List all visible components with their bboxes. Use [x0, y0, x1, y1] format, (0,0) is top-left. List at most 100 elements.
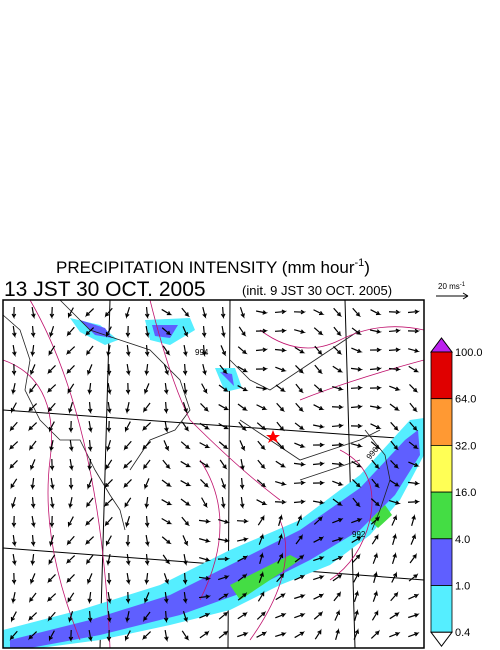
wind-vector — [240, 458, 245, 471]
wind-vector — [86, 573, 93, 585]
wind-vector — [294, 612, 306, 619]
contour-label: 994 — [195, 348, 209, 357]
wind-vector — [50, 477, 55, 490]
wind-vector — [47, 402, 56, 413]
wind-vector — [125, 610, 130, 624]
wind-vector — [106, 344, 111, 358]
wind-vector — [125, 382, 131, 396]
title-superscript: -1 — [355, 257, 365, 269]
wind-vector — [105, 535, 112, 547]
wind-vector — [30, 325, 36, 339]
wind-vector — [161, 308, 173, 316]
wind-vector — [256, 479, 267, 488]
wind-vector — [68, 420, 74, 434]
location-star — [266, 430, 280, 443]
wind-vector — [180, 441, 191, 450]
colorbar-segment — [430, 538, 453, 586]
wind-vector — [332, 498, 344, 506]
wind-vector — [257, 590, 265, 602]
wind-vector — [313, 515, 323, 525]
wind-vector — [411, 513, 416, 526]
wind-vector — [107, 401, 112, 415]
wind-vector — [87, 591, 93, 605]
wind-vector — [407, 499, 421, 505]
wind-vector — [28, 631, 38, 641]
wind-vector — [313, 575, 325, 581]
wind-vector — [218, 575, 230, 581]
wind-vector — [332, 480, 344, 486]
wind-vector — [29, 364, 36, 376]
wind-vector — [125, 534, 131, 548]
wind-vector — [276, 421, 285, 432]
wind-vector — [86, 497, 94, 509]
wind-vector — [30, 477, 36, 491]
wind-vector — [48, 630, 55, 642]
wind-vector — [124, 630, 131, 642]
wind-vector — [47, 574, 56, 584]
wind-vector — [199, 538, 212, 543]
wind-vector — [333, 326, 342, 337]
wind-vector — [256, 631, 268, 638]
wind-vector — [144, 572, 150, 586]
colorbar-segment — [430, 398, 453, 446]
isobar — [2, 299, 425, 649]
wind-vector — [313, 536, 325, 543]
wind-vector — [312, 442, 326, 448]
wind-vector — [67, 592, 75, 604]
wind-vector — [391, 571, 398, 583]
wind-vector — [49, 535, 55, 548]
wind-vector — [294, 422, 306, 430]
wind-vector — [353, 590, 359, 602]
wind-vector — [107, 382, 112, 395]
wind-vector — [236, 518, 250, 524]
wind-vector — [11, 363, 17, 377]
wind-vector — [182, 572, 188, 586]
wind-vector — [237, 632, 249, 638]
wind-vector — [408, 348, 421, 353]
wind-vector — [239, 496, 245, 510]
wind-vector — [237, 611, 248, 620]
wind-vector — [332, 517, 344, 524]
wind-vector — [255, 366, 269, 372]
wind-vector — [352, 307, 362, 317]
wind-vector — [11, 382, 16, 396]
wind-vector — [123, 440, 132, 451]
precip-heavy — [230, 505, 392, 600]
colorbar-label: 32.0 — [455, 440, 476, 452]
wind-vector — [86, 345, 94, 357]
colorbar-label: 0.4 — [455, 627, 470, 639]
colorbar-segment — [430, 585, 453, 633]
wind-vector — [353, 628, 360, 640]
wind-vector — [218, 404, 230, 411]
wind-vector — [88, 629, 93, 642]
wind-vector — [409, 384, 419, 393]
init-time: (init. 9 JST 30 OCT. 2005) — [242, 283, 392, 298]
wind-vector — [352, 553, 361, 564]
wind-vector — [238, 421, 248, 432]
wind-vector — [370, 498, 381, 507]
wind-vector — [275, 366, 287, 372]
wind-vector — [370, 441, 381, 450]
wind-vector — [314, 345, 324, 356]
wind-vector — [294, 442, 306, 449]
wind-vector — [219, 364, 228, 375]
wind-vector — [11, 572, 17, 586]
wind-vector — [201, 325, 207, 339]
wind-vector — [255, 328, 269, 334]
wind-vector — [86, 364, 93, 376]
wind-vector — [67, 383, 75, 395]
wind-vector — [313, 593, 325, 600]
wind-vector — [258, 571, 264, 583]
wind-vector — [161, 517, 173, 525]
wind-vector — [313, 556, 325, 562]
wind-vector — [256, 499, 268, 506]
wind-vector — [350, 366, 364, 372]
wind-vector — [369, 347, 383, 353]
title-close: ) — [364, 258, 370, 277]
wind-vector — [293, 480, 307, 486]
wind-vector — [85, 327, 95, 337]
wind-vector — [276, 402, 286, 412]
wind-vector — [142, 422, 152, 432]
wind-vector — [198, 594, 212, 600]
colorbar-segment — [430, 444, 453, 493]
